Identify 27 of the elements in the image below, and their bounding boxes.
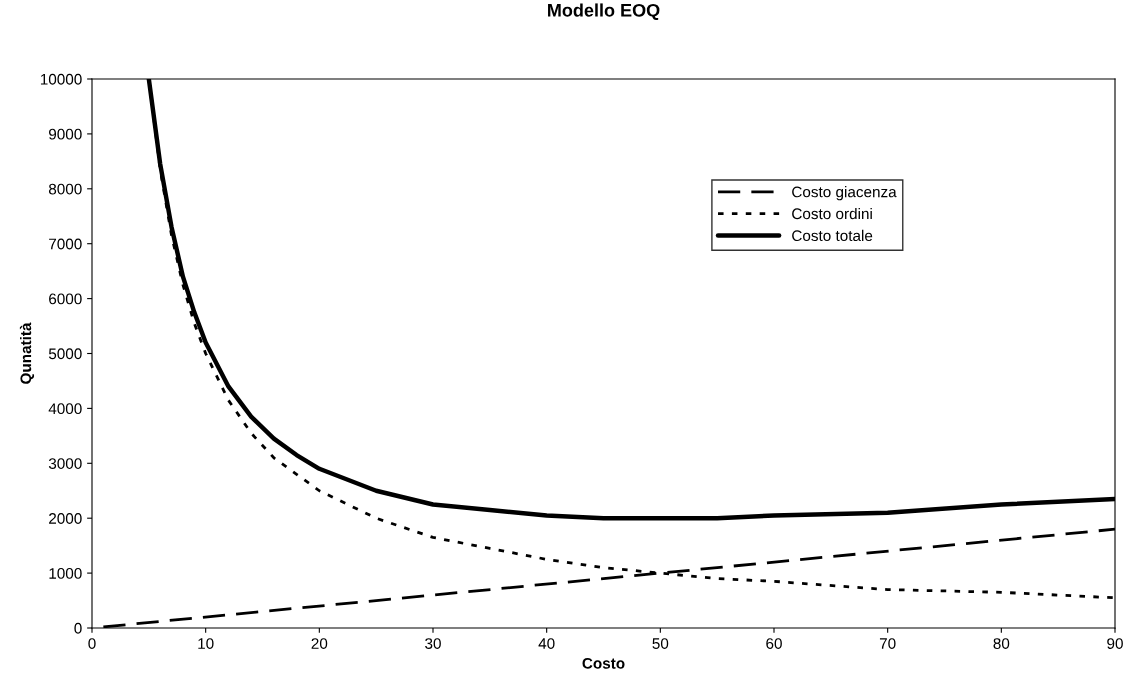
y-axis-title: Qunatità [19, 322, 35, 384]
legend-label: Costo giacenza [792, 186, 897, 201]
x-tick-label: 70 [879, 638, 896, 649]
chart-title: Modello EOQ [548, 3, 660, 21]
x-tick-label: 0 [88, 638, 96, 649]
x-tick-label: 20 [311, 638, 328, 649]
x-tick-label: 30 [425, 638, 441, 649]
x-axis-title: Costo [582, 657, 625, 669]
y-tick-label: 3000 [48, 458, 82, 469]
x-tick-label: 10 [198, 638, 214, 649]
y-tick-label: 2000 [49, 513, 82, 524]
y-tick-label: 0 [74, 622, 82, 634]
y-tick-label: 7000 [49, 238, 82, 250]
legend-label: Costo totale [792, 229, 873, 242]
legend-label: Costo ordini [792, 207, 872, 220]
x-tick-label: 50 [652, 638, 669, 649]
y-tick-label: 6000 [49, 293, 82, 305]
x-tick-label: 60 [766, 638, 782, 649]
y-tick-label: 5000 [48, 348, 82, 360]
x-tick-label: 90 [1107, 638, 1123, 649]
y-tick-label: 9000 [49, 128, 82, 140]
y-tick-label: 1000 [49, 567, 82, 579]
y-tick-label: 4000 [48, 403, 82, 415]
y-tick-label: 8000 [48, 183, 82, 195]
x-tick-label: 80 [993, 638, 1010, 649]
x-tick-label: 40 [538, 638, 555, 649]
y-tick-label: 10000 [40, 73, 82, 85]
